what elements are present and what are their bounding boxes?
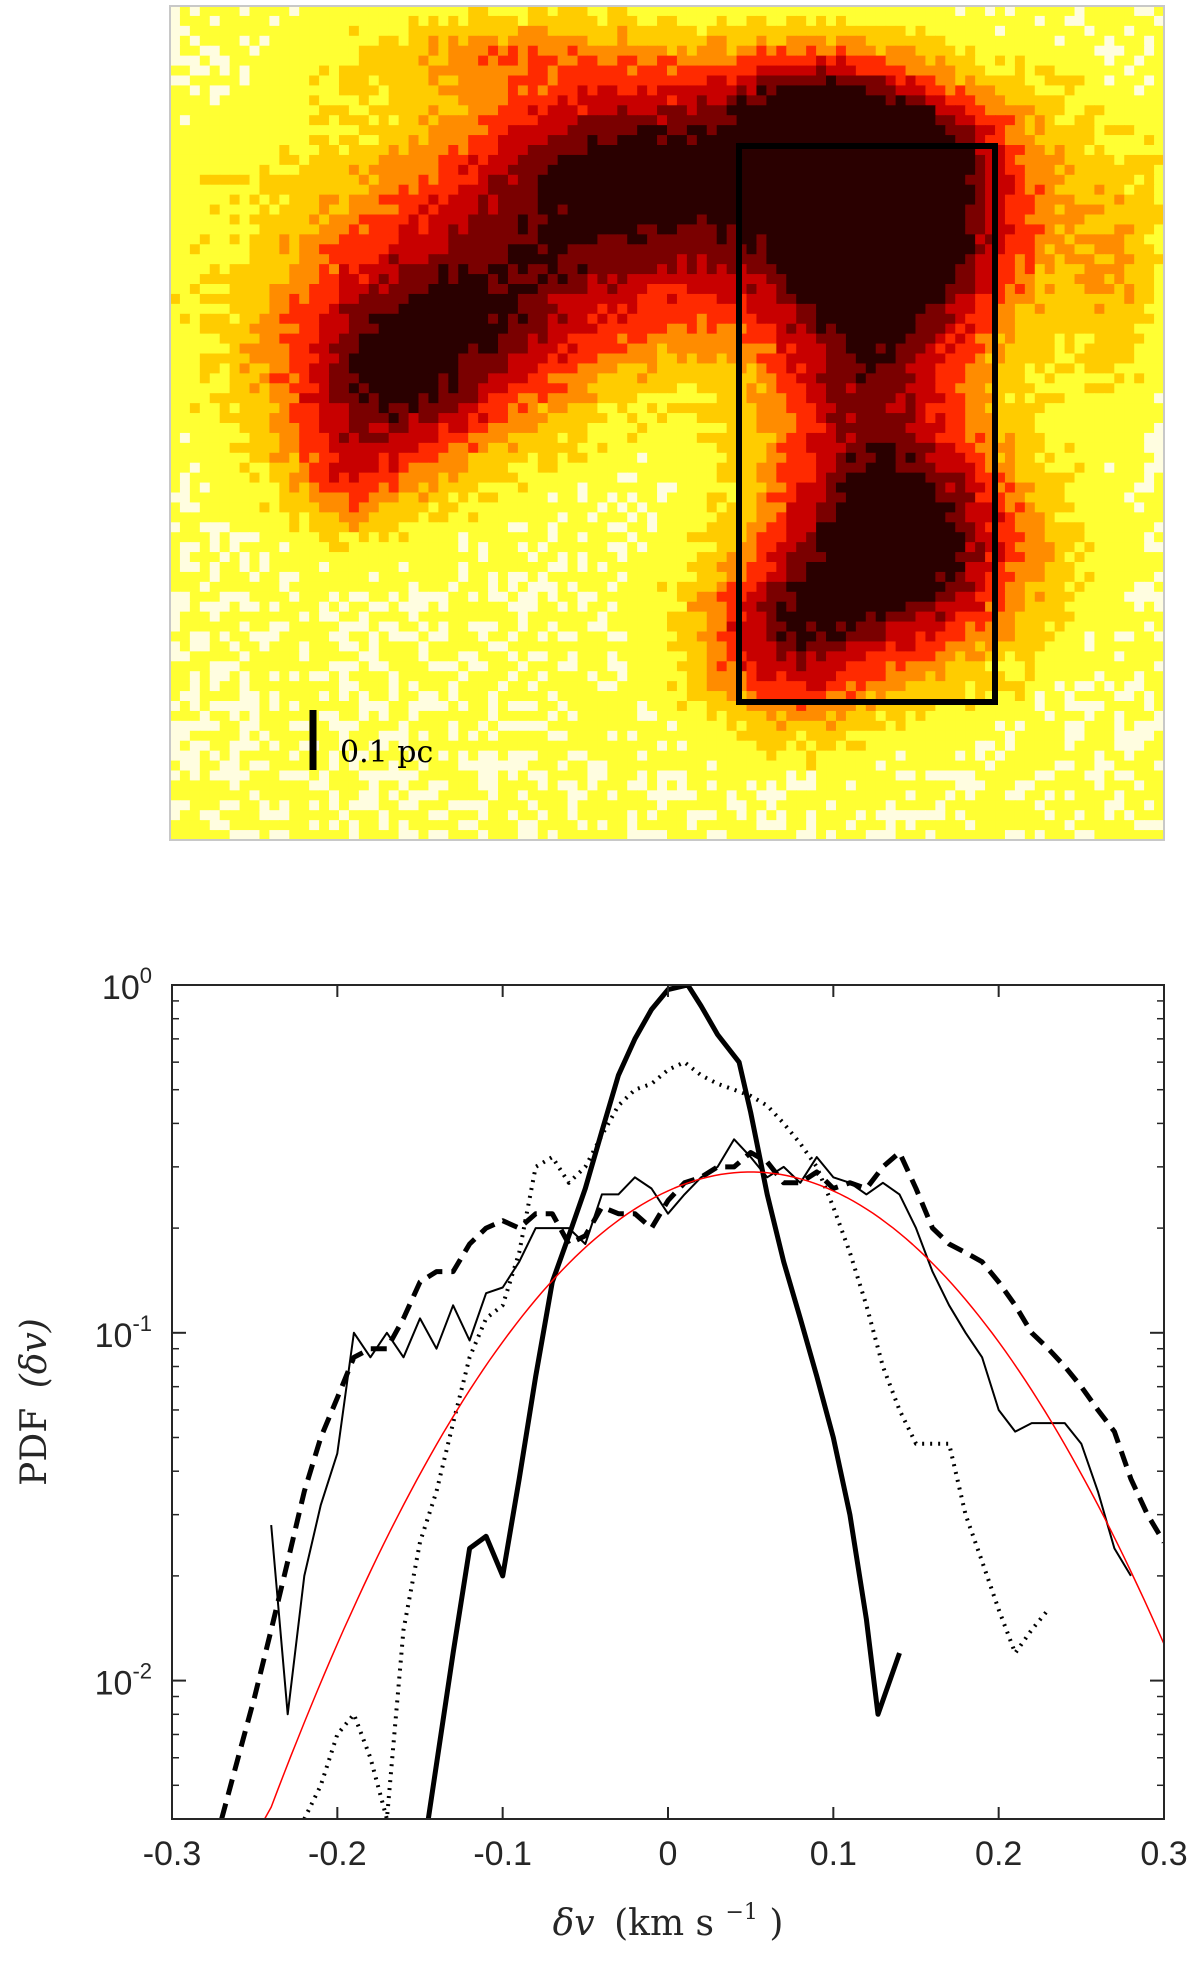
series-layer <box>172 985 1164 1819</box>
series-line-thick-solid <box>425 985 902 1819</box>
series-line-dotted <box>302 1060 1050 1819</box>
series-line-fit <box>172 1171 1164 1819</box>
x-tick-label: 0.3 <box>1140 1835 1187 1873</box>
x-axis-title: δv (km s −1 ) <box>553 1887 784 1944</box>
y-tick-label: 10-1 <box>95 1311 152 1355</box>
series-line-dashed <box>219 1150 1164 1819</box>
x-axis-title-exp: −1 <box>725 1900 757 1925</box>
x-tick-label: -0.1 <box>473 1835 532 1873</box>
x-axis-title-main: δv <box>553 1903 595 1944</box>
y-axis-title-main: PDF <box>14 1408 55 1486</box>
x-axis-title-close: ) <box>769 1903 783 1944</box>
y-axis-title-arg: (δv) <box>14 1318 55 1388</box>
map-frame <box>169 5 1165 841</box>
tick-layer: -0.3 -0.2 -0.1 0 0.1 0.2 0.3 100 10-1 10-2 <box>95 963 1188 1873</box>
plot-frame <box>171 984 1165 1820</box>
x-tick-label: -0.2 <box>308 1835 367 1873</box>
scale-bar-label: 0.1 pc <box>340 735 433 770</box>
x-tick-label: 0 <box>659 1835 678 1873</box>
y-tick-label: 10-2 <box>95 1659 152 1703</box>
y-axis-title: PDF (δv) <box>14 1318 55 1486</box>
map-cells <box>170 6 1165 841</box>
x-tick-label: 0.2 <box>975 1835 1022 1873</box>
x-tick-label: 0.1 <box>810 1835 857 1873</box>
series-line-thin-solid <box>270 1138 1132 1716</box>
x-axis-title-unit: (km s <box>614 1903 714 1944</box>
y-tick-label: 100 <box>102 963 152 1007</box>
selection-box <box>736 143 998 705</box>
x-tick-label: -0.3 <box>143 1835 202 1873</box>
